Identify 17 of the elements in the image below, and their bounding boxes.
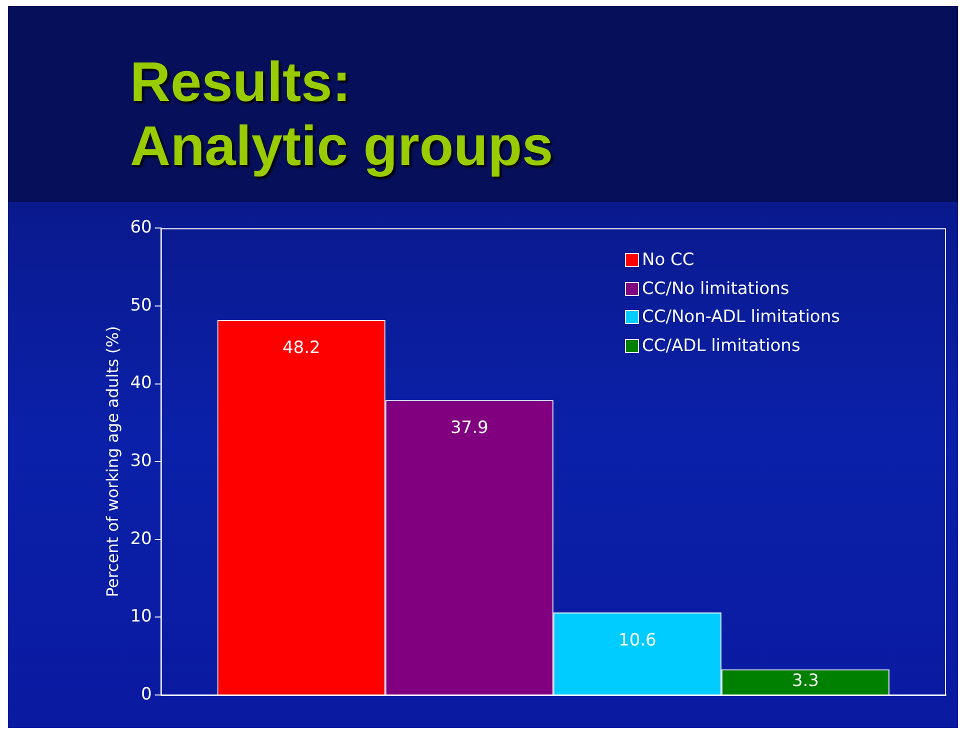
y-tick-label: 40 [130,373,152,394]
y-tick-label: 0 [141,684,152,704]
legend-label: No CC [642,250,694,270]
data-label: 48.2 [282,338,320,358]
y-tick-label: 10 [130,606,152,627]
data-label: 10.6 [618,630,656,650]
chart-title: Results: Analytic groups [130,50,554,178]
y-axis-title: Percent of working age adults (%) [102,326,122,598]
data-label: 37.9 [450,418,488,438]
legend-label: CC/Non-ADL limitations [642,307,840,328]
data-label: 3.3 [792,670,819,691]
y-tick-label: 50 [130,295,152,316]
legend-label: CC/ADL limitations [642,336,800,356]
y-tick-label: 60 [130,218,152,238]
y-tick-label: 30 [130,451,152,472]
legend-label: CC/No limitations [642,278,790,299]
y-tick-label: 20 [130,528,152,549]
